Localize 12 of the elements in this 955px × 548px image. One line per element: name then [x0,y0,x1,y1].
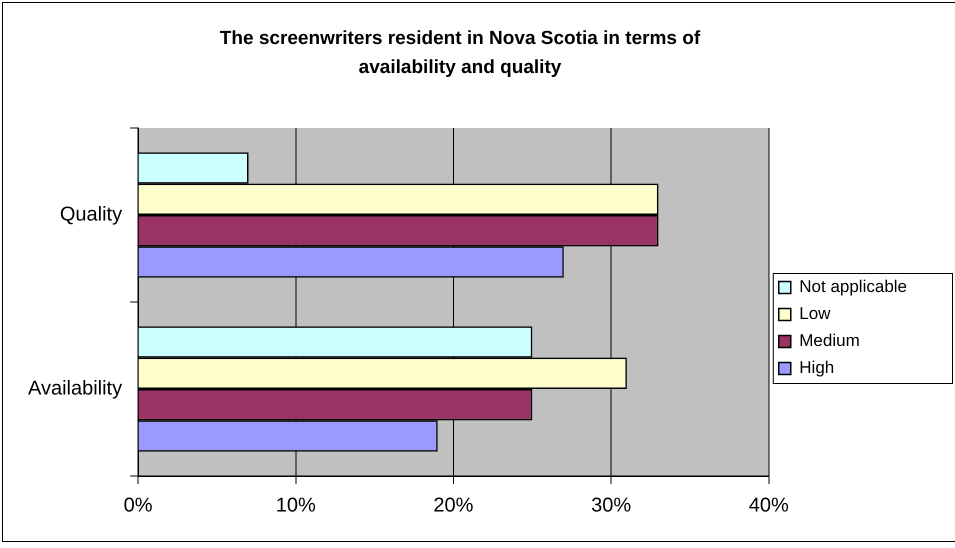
x-tick-label: 10% [276,494,316,517]
chart-title: The screenwriters resident in Nova Scotia in terms of availability and quality [218,27,702,80]
y-tick-label: Quality [60,204,122,226]
legend-label: Low [799,304,832,324]
y-tick-label: Availability [28,378,122,400]
legend-label: High [799,358,834,378]
legend-label: Not applicable [799,277,908,296]
x-tick-label: 30% [591,494,632,517]
x-tick-label: 20% [433,494,474,517]
x-tick-label: 0% [124,494,153,517]
x-tick-label: 40% [748,494,789,517]
legend-label: Medium [799,331,860,350]
